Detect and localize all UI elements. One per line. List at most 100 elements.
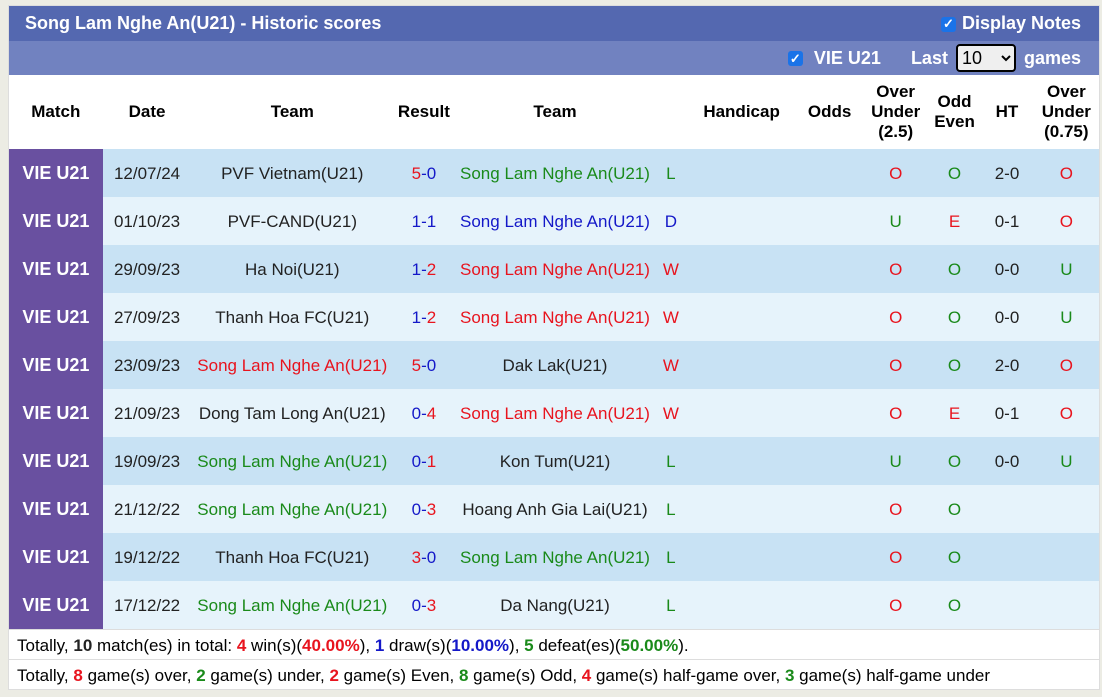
table-row[interactable]: VIE U21 21/09/23 Dong Tam Long An(U21) 0-4 S… — [9, 389, 1099, 437]
score-separator: - — [421, 163, 427, 183]
result-cell: 1-2 — [393, 293, 455, 341]
summary-e: draw(s)( — [384, 636, 452, 655]
score-separator: - — [421, 451, 427, 471]
result-cell: 3-0 — [393, 533, 455, 581]
halftime-cell: 0-1 — [980, 197, 1034, 245]
summary-lp: 50.00% — [620, 636, 679, 655]
handicap-cell — [686, 581, 797, 629]
over-under-075-cell — [1033, 533, 1099, 581]
outcome-cell: L — [655, 581, 687, 629]
league-cell: VIE U21 — [9, 197, 103, 245]
historic-scores-panel: Song Lam Nghe An(U21) - Historic scores … — [8, 5, 1100, 690]
halftime-cell — [980, 581, 1034, 629]
handicap-cell — [686, 437, 797, 485]
over-under-cell: O — [862, 293, 929, 341]
odd-even-cell: O — [928, 149, 981, 197]
table-row[interactable]: VIE U21 29/09/23 Ha Noi(U21) 1-2 Song Lam Ng… — [9, 245, 1099, 293]
over-under-cell: O — [862, 533, 929, 581]
outcome-cell: L — [655, 437, 687, 485]
handicap-cell — [686, 197, 797, 245]
table-row[interactable]: VIE U21 17/12/22 Song Lam Nghe An(U21) 0-3 D… — [9, 581, 1099, 629]
away-team-cell: Song Lam Nghe An(U21) — [454, 389, 656, 437]
odd-even-cell: E — [928, 389, 981, 437]
away-score: 2 — [426, 307, 437, 327]
away-score: 0 — [426, 355, 437, 375]
over-under-cell: O — [862, 389, 929, 437]
checkbox-checked-icon[interactable]: ✓ — [787, 51, 803, 67]
games-count-select[interactable]: 10 — [955, 44, 1016, 72]
table-row[interactable]: VIE U21 01/10/23 PVF-CAND(U21) 1-1 Song Lam … — [9, 197, 1099, 245]
display-notes-toggle[interactable]: ✓ Display Notes — [940, 13, 1081, 34]
away-score: 1 — [426, 211, 437, 231]
away-score: 4 — [426, 403, 437, 423]
table-row[interactable]: VIE U21 19/12/22 Thanh Hoa FC(U21) 3-0 Song … — [9, 533, 1099, 581]
league-cell: VIE U21 — [9, 293, 103, 341]
table-row[interactable]: VIE U21 23/09/23 Song Lam Nghe An(U21) 5-0 D… — [9, 341, 1099, 389]
home-score: 1 — [411, 307, 422, 327]
column-header: Over Under (2.5) — [871, 82, 921, 141]
outcome-cell: W — [655, 389, 687, 437]
odds-cell — [796, 485, 863, 533]
scores-table: Match Date Team Result Team Handicap Odds Over … — [9, 75, 1099, 629]
over-under-075-cell — [1033, 485, 1099, 533]
over-under-cell: O — [862, 581, 929, 629]
handicap-cell — [686, 485, 797, 533]
summary-over: 8 — [73, 666, 83, 685]
outcome-cell: L — [655, 533, 687, 581]
odd-even-cell: O — [928, 437, 981, 485]
away-team-cell: Song Lam Nghe An(U21) — [454, 149, 656, 197]
outcome-cell: W — [655, 245, 687, 293]
result-cell: 0-3 — [393, 581, 455, 629]
summary-g: game(s) half-game under — [794, 666, 991, 685]
league-filter-label: VIE U21 — [813, 47, 881, 68]
date-cell: 12/07/24 — [102, 149, 192, 197]
table-row[interactable]: VIE U21 27/09/23 Thanh Hoa FC(U21) 1-2 Song … — [9, 293, 1099, 341]
handicap-cell — [686, 533, 797, 581]
column-header: Over Under (0.75) — [1041, 82, 1091, 141]
home-team-cell: Thanh Hoa FC(U21) — [191, 533, 394, 581]
over-under-075-cell: O — [1033, 197, 1099, 245]
table-row[interactable]: VIE U21 12/07/24 PVF Vietnam(U21) 5-0 Song L… — [9, 149, 1099, 197]
odd-even-cell: O — [928, 245, 981, 293]
league-filter-checkbox[interactable]: ✓ VIE U21 — [787, 47, 881, 69]
page-title: Song Lam Nghe An(U21) - Historic scores — [25, 13, 382, 33]
column-header: Handicap — [703, 102, 780, 121]
column-header: Team — [533, 102, 577, 121]
summary-e: game(s) Odd, — [468, 666, 582, 685]
table-row[interactable]: VIE U21 19/09/23 Song Lam Nghe An(U21) 0-1 K… — [9, 437, 1099, 485]
halftime-cell: 2-0 — [980, 341, 1034, 389]
score-separator: - — [421, 307, 427, 327]
result-cell: 5-0 — [393, 341, 455, 389]
checkbox-checked-icon[interactable]: ✓ — [940, 16, 956, 32]
league-cell: VIE U21 — [9, 341, 103, 389]
away-team-cell: Kon Tum(U21) — [454, 437, 656, 485]
column-header: Odds — [807, 102, 852, 121]
display-notes-label: Display Notes — [961, 13, 1081, 33]
summary-results: Totally, 10 match(es) in total: 4 win(s)… — [9, 629, 1099, 659]
date-cell: 23/09/23 — [102, 341, 192, 389]
summary-under: 2 — [196, 666, 206, 685]
summary-g: defeat(es)( — [533, 636, 621, 655]
away-team-cell: Hoang Anh Gia Lai(U21) — [454, 485, 656, 533]
column-header: Date — [128, 102, 166, 121]
summary-h: ). — [678, 636, 689, 655]
handicap-cell — [686, 245, 797, 293]
over-under-cell: U — [862, 437, 929, 485]
outcome-cell: L — [655, 149, 687, 197]
away-team-cell: Da Nang(U21) — [454, 581, 656, 629]
odds-cell — [796, 389, 863, 437]
halftime-cell: 0-1 — [980, 389, 1034, 437]
score-separator: - — [421, 595, 427, 615]
date-cell: 21/09/23 — [102, 389, 192, 437]
home-team-cell: Song Lam Nghe An(U21) — [191, 485, 394, 533]
summary-hgu: 3 — [784, 666, 795, 685]
table-row[interactable]: VIE U21 21/12/22 Song Lam Nghe An(U21) 0-3 H… — [9, 485, 1099, 533]
odds-cell — [796, 437, 863, 485]
odd-even-cell: O — [928, 485, 981, 533]
league-cell: VIE U21 — [9, 581, 103, 629]
league-cell: VIE U21 — [9, 389, 103, 437]
home-score: 5 — [411, 163, 422, 183]
outcome-cell: D — [655, 197, 687, 245]
summary-c: win(s)( — [246, 636, 303, 655]
over-under-cell: O — [862, 485, 929, 533]
